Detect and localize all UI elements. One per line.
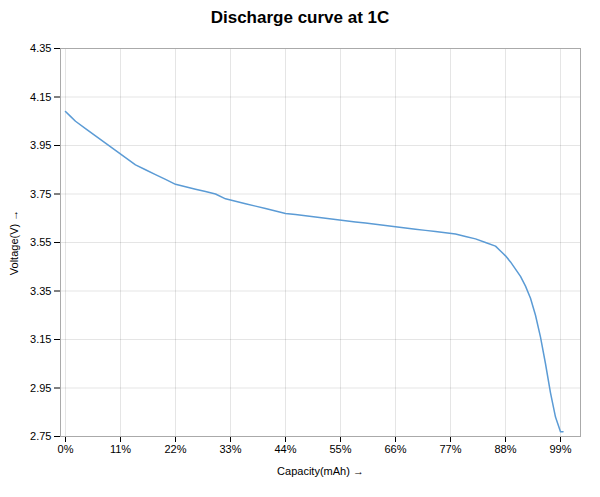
svg-text:11%: 11% (110, 443, 131, 455)
svg-text:3.95: 3.95 (30, 139, 51, 151)
svg-text:4.35: 4.35 (30, 42, 51, 54)
svg-text:Capacity(mAh) →: Capacity(mAh) → (277, 465, 364, 477)
svg-text:22%: 22% (164, 443, 186, 455)
svg-text:44%: 44% (274, 443, 296, 455)
html-text:Discharge curve at 1C: Discharge curve at 1C (210, 8, 390, 27)
svg-text:4.15: 4.15 (30, 91, 51, 103)
svg-text:88%: 88% (494, 443, 516, 455)
svg-text:2.75: 2.75 (30, 430, 51, 442)
svg-text:2.95: 2.95 (30, 382, 51, 394)
svg-text:0%: 0% (58, 443, 74, 455)
svg-text:77%: 77% (439, 443, 461, 455)
svg-text:55%: 55% (329, 443, 351, 455)
svg-text:33%: 33% (219, 443, 241, 455)
svg-text:99%: 99% (549, 443, 571, 455)
svg-text:3.15: 3.15 (30, 333, 51, 345)
svg-text:Voltage(V) →: Voltage(V) → (8, 210, 20, 275)
svg-text:66%: 66% (384, 443, 406, 455)
svg-text:3.75: 3.75 (30, 188, 51, 200)
svg-text:3.35: 3.35 (30, 285, 51, 297)
svg-text:3.55: 3.55 (30, 236, 51, 248)
